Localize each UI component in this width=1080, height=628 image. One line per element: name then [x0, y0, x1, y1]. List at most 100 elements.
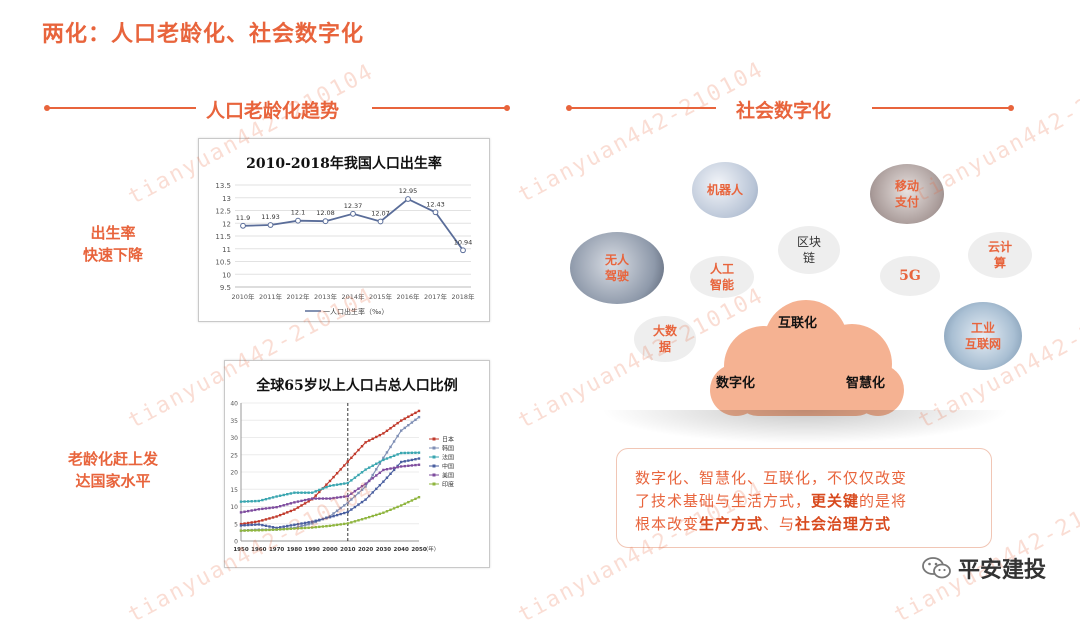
- data-point: [400, 451, 403, 455]
- x-tick-label: 2018年: [451, 292, 475, 301]
- data-point: [417, 415, 421, 419]
- data-point: [325, 485, 328, 489]
- data-label: 12.08: [316, 209, 335, 217]
- data-point: [375, 513, 378, 517]
- data-point: [410, 499, 414, 502]
- data-point: [389, 427, 392, 430]
- left-section-title: 人口老龄化趋势: [206, 100, 340, 122]
- data-point: [410, 464, 414, 467]
- data-point: [382, 458, 385, 462]
- data-point: [328, 484, 332, 487]
- description-text: 数字化、智慧化、互联化，不仅仅改变 了技术基础与生活方式，更关键的是将 根本改变…: [635, 467, 975, 536]
- data-point: [268, 497, 271, 500]
- data-point: [364, 482, 367, 485]
- data-point: [303, 491, 307, 494]
- data-point: [350, 210, 356, 217]
- data-point: [254, 529, 257, 532]
- data-point: [403, 464, 406, 468]
- birth-label-line2: 快速下降: [82, 246, 143, 264]
- y-tick-label: 13: [222, 195, 231, 203]
- data-label: 10.94: [454, 238, 473, 246]
- data-point: [243, 500, 246, 503]
- data-point: [271, 496, 275, 499]
- data-point: [432, 209, 439, 216]
- data-point: [417, 495, 421, 499]
- x-tick-label: 2011年: [259, 292, 283, 301]
- data-point: [257, 520, 260, 523]
- data-point: [289, 524, 293, 527]
- data-point: [407, 464, 410, 467]
- data-point: [311, 497, 314, 500]
- y-tick-label: 10: [222, 271, 231, 279]
- data-point: [278, 494, 282, 497]
- description-line2b: 更关键: [811, 492, 860, 510]
- data-point: [318, 525, 321, 529]
- data-point: [332, 496, 335, 500]
- bubble-ai-label: 人工 智能: [709, 262, 734, 292]
- legend-label: 法国: [442, 454, 454, 462]
- description-line2: 了技术基础与生活方式，更关键的是将: [635, 490, 975, 513]
- data-point: [332, 524, 335, 527]
- data-point: [314, 526, 317, 529]
- data-point: [275, 526, 278, 530]
- section-dot-right-end: [1008, 105, 1014, 111]
- data-point: [278, 505, 282, 508]
- data-point: [410, 458, 414, 462]
- data-point: [339, 482, 342, 486]
- data-point: [346, 494, 349, 498]
- brand: 平安建投: [922, 552, 1046, 584]
- bubble-ai: 人工 智能: [690, 256, 754, 298]
- series-line-2: [240, 452, 420, 503]
- bubble-mobile-pay-label: 移动 支付: [894, 179, 919, 209]
- data-point: [375, 487, 378, 491]
- bubble-robot-label: 机器人: [706, 183, 743, 197]
- cloud-text-right: 智慧化: [846, 376, 886, 391]
- data-point: [360, 488, 364, 491]
- description-line2c: 的是将: [859, 492, 908, 510]
- data-point: [282, 493, 285, 497]
- bubble-robot: 机器人: [692, 162, 758, 218]
- data-point: [353, 505, 357, 509]
- data-point: [268, 506, 271, 510]
- data-point: [295, 217, 301, 224]
- data-point: [300, 526, 303, 530]
- data-point: [289, 502, 293, 505]
- data-point: [385, 476, 389, 479]
- data-point: [343, 464, 346, 467]
- brand-name: 平安建投: [957, 558, 1046, 583]
- data-point: [275, 528, 278, 531]
- data-point: [339, 512, 342, 516]
- watermark: tianyuan442-210104: [910, 57, 1080, 208]
- description-line3a: 根本改变: [635, 515, 700, 533]
- data-point: [357, 503, 360, 506]
- data-point: [389, 467, 392, 470]
- data-point: [332, 512, 335, 515]
- data-point: [325, 497, 328, 500]
- data-point: [296, 522, 300, 526]
- data-point: [407, 500, 410, 504]
- x-tick-label: 2014年: [341, 292, 365, 301]
- data-point: [357, 519, 360, 522]
- data-point: [332, 514, 335, 518]
- data-point: [293, 523, 296, 526]
- y-tick-label: 10.5: [215, 259, 231, 267]
- data-point: [378, 460, 382, 464]
- data-point: [289, 509, 293, 513]
- data-point: [296, 525, 300, 529]
- bubble-5g-label: 5G: [899, 268, 921, 284]
- data-point: [328, 497, 332, 500]
- data-point: [268, 517, 271, 520]
- data-point: [239, 511, 243, 514]
- description-line3d: 社会治理方式: [795, 515, 892, 533]
- data-point: [367, 439, 371, 442]
- data-point: [250, 523, 253, 527]
- x-tick-label: 2030: [376, 547, 391, 553]
- cloud-shadow: [600, 410, 1010, 444]
- data-point: [257, 499, 260, 503]
- data-point: [414, 411, 417, 415]
- data-point: [385, 468, 389, 471]
- data-point: [335, 523, 339, 527]
- aging-label-line2: 达国家水平: [75, 472, 151, 490]
- data-point: [346, 481, 349, 485]
- data-point: [392, 440, 396, 443]
